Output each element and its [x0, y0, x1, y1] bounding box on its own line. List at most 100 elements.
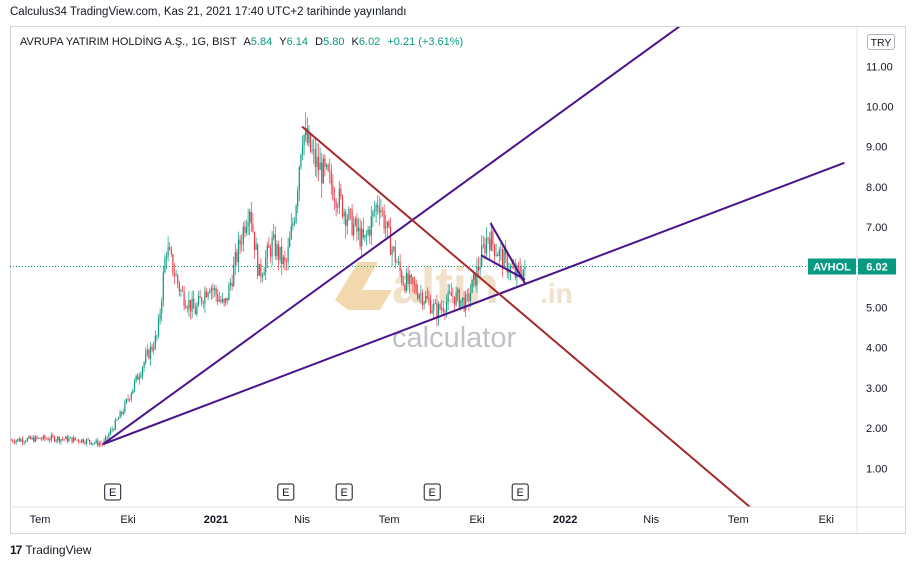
x-tick-label: Nis [294, 514, 310, 526]
candle [93, 441, 96, 445]
candle [133, 378, 136, 393]
candle [458, 287, 460, 309]
candle [423, 300, 425, 310]
candle [15, 439, 17, 445]
candle [481, 235, 483, 268]
candle [354, 216, 356, 227]
candle [244, 220, 246, 238]
candle [487, 236, 489, 245]
candle [501, 243, 504, 278]
candle [308, 125, 310, 148]
footer: 17 TradingView [10, 543, 91, 557]
candle [303, 133, 305, 156]
candle [285, 257, 288, 271]
candle [252, 213, 254, 233]
high-label: Y [279, 36, 287, 48]
candle [497, 252, 499, 257]
price-tag-ticker: AVHOL [813, 262, 851, 274]
candle [301, 135, 304, 161]
candle [173, 262, 176, 285]
candle [332, 174, 334, 202]
candle [117, 416, 120, 420]
event-label: E [109, 487, 116, 499]
candle [53, 435, 56, 443]
candle [95, 438, 97, 445]
x-tick-label: 2022 [553, 514, 577, 526]
candle [447, 283, 449, 311]
candle [370, 206, 372, 245]
candle [41, 437, 43, 442]
candle [292, 217, 294, 231]
y-tick-label: 1.00 [866, 463, 887, 475]
candle [81, 439, 83, 444]
trendline[interactable] [489, 222, 526, 284]
currency-badge[interactable]: TRY [867, 34, 895, 50]
event-marker[interactable]: E [104, 483, 122, 501]
candle [268, 237, 270, 248]
candle [465, 290, 467, 318]
trendline[interactable] [102, 161, 845, 446]
candle [47, 436, 49, 441]
candle [21, 436, 24, 446]
candle [498, 246, 500, 266]
candle [245, 219, 248, 236]
candle [431, 304, 433, 315]
event-marker[interactable]: E [423, 483, 441, 501]
candle [300, 153, 302, 170]
candle [161, 297, 163, 322]
change-value: +0.21 (+3.61%) [387, 36, 464, 48]
trendline[interactable] [102, 26, 681, 446]
x-tick-label: Tem [30, 514, 51, 526]
event-marker[interactable]: E [335, 483, 353, 501]
candle [20, 437, 22, 442]
y-tick-label: 7.00 [866, 222, 887, 234]
candle [116, 419, 118, 421]
candle [69, 436, 72, 439]
candle [441, 299, 443, 315]
event-marker[interactable]: E [277, 483, 295, 501]
publish-info: Calculus34 TradingView.com, Kas 21, 2021… [10, 6, 407, 18]
candle [61, 436, 64, 441]
candle [74, 437, 76, 441]
candle [233, 256, 235, 287]
candle [271, 230, 273, 266]
candle [221, 292, 224, 304]
trendlines [102, 26, 845, 509]
trendline[interactable] [480, 254, 526, 281]
candle [469, 283, 472, 307]
candle [380, 199, 382, 219]
candle [108, 431, 110, 439]
candle [369, 225, 371, 244]
candle [449, 284, 451, 295]
candle [412, 276, 414, 293]
candle [327, 162, 329, 173]
candle [434, 299, 436, 305]
watermark-suffix: .in [540, 278, 573, 309]
candle [297, 186, 299, 214]
candle [36, 435, 38, 441]
candle [217, 288, 219, 306]
candle [305, 112, 307, 142]
event-marker[interactable]: E [511, 483, 529, 501]
candle [135, 374, 137, 384]
candle [201, 296, 203, 307]
candle [338, 181, 340, 215]
candle [177, 273, 179, 289]
candle [125, 398, 128, 404]
y-tick-label: 5.00 [866, 303, 887, 315]
candle [359, 218, 361, 250]
candle [44, 434, 46, 442]
candle [82, 437, 84, 444]
price-tag: AVHOL 6.02 [808, 258, 896, 275]
trendline[interactable] [301, 125, 752, 509]
event-label: E [282, 487, 289, 499]
candle [329, 158, 331, 184]
candle [325, 163, 328, 170]
candle [223, 298, 225, 307]
candle [101, 442, 104, 447]
candle [180, 288, 182, 297]
candle [348, 206, 350, 222]
candle [119, 409, 121, 419]
tradingview-logo-icon: 17 [10, 543, 22, 557]
